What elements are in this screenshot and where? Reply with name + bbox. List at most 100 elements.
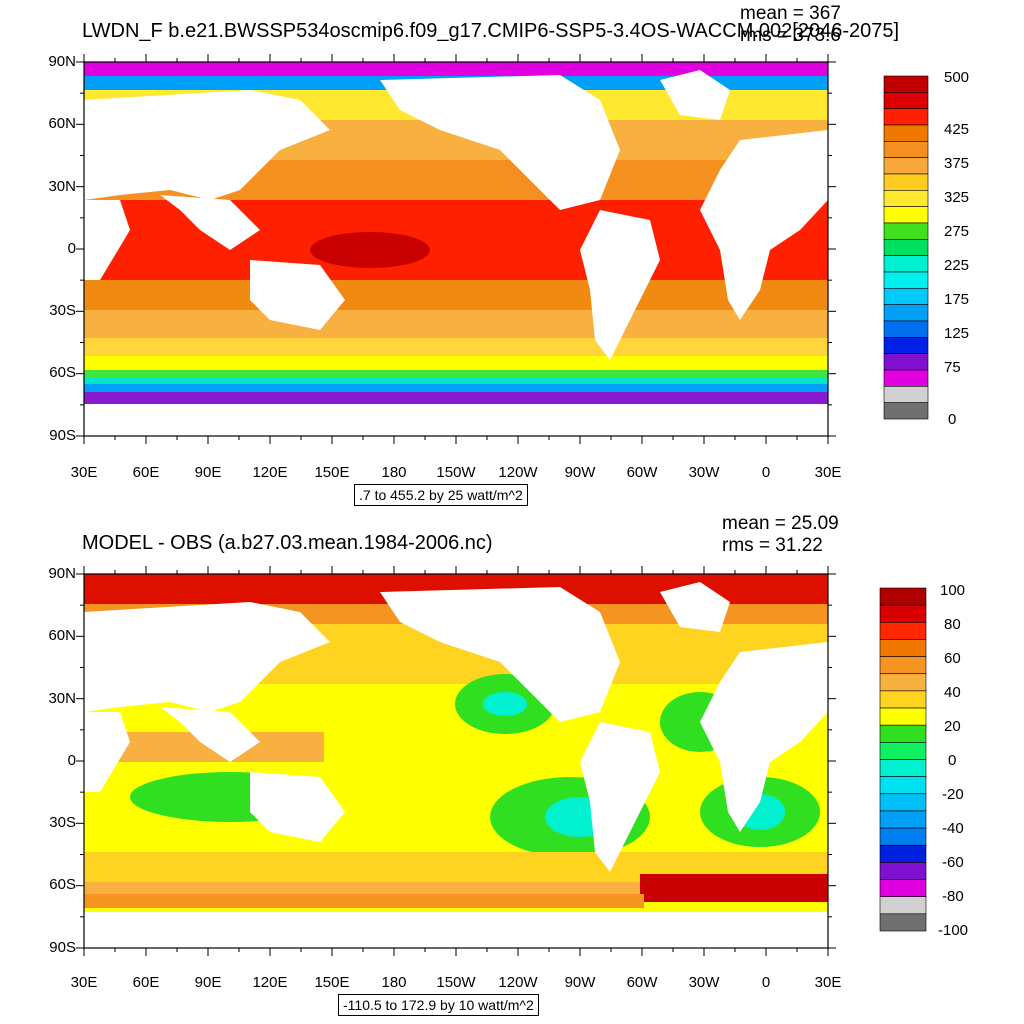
colorbar-swatch bbox=[879, 622, 927, 640]
lon-label: 180 bbox=[381, 464, 407, 481]
colorbar-label: 225 bbox=[944, 257, 970, 274]
colorbar-swatch bbox=[879, 639, 927, 657]
colorbar-swatch bbox=[883, 157, 929, 175]
colorbar bbox=[883, 75, 929, 420]
colorbar-swatch bbox=[879, 604, 927, 623]
colorbar-swatch bbox=[879, 862, 927, 880]
colorbar-swatch bbox=[883, 75, 929, 93]
colorbar-swatch bbox=[879, 810, 927, 829]
lat-label: 90S bbox=[49, 939, 76, 956]
colorbar bbox=[879, 587, 927, 932]
colorbar-swatch bbox=[879, 656, 927, 675]
lon-label: 120E bbox=[252, 974, 288, 991]
lat-label: 60S bbox=[49, 876, 76, 893]
colorbar-swatch bbox=[883, 255, 929, 273]
lat-label: 30N bbox=[48, 690, 76, 707]
colorbar-swatch bbox=[883, 402, 929, 420]
colorbar-swatch bbox=[879, 724, 927, 743]
lon-label: 150W bbox=[436, 974, 476, 991]
lon-label: 30W bbox=[688, 464, 720, 481]
colorbar-label: 375 bbox=[944, 155, 970, 172]
colorbar-swatch bbox=[883, 320, 929, 338]
colorbar-label: 0 bbox=[948, 752, 957, 769]
colorbar-swatch bbox=[879, 844, 927, 863]
colorbar-label: -60 bbox=[942, 854, 964, 871]
map-plot-top bbox=[76, 54, 929, 444]
map-title: LWDN_F b.e21.BWSSP534oscmip6.f09_g17.CMI… bbox=[82, 20, 900, 42]
map-plot-bottom bbox=[76, 566, 927, 956]
lon-label: 60W bbox=[626, 974, 658, 991]
colorbar-swatch bbox=[883, 190, 929, 207]
colorbar-label: -80 bbox=[942, 888, 964, 905]
lon-label: 0 bbox=[761, 974, 771, 991]
stat-mean: mean = 367 bbox=[740, 3, 841, 24]
lon-label: 180 bbox=[381, 974, 407, 991]
colorbar-swatch bbox=[879, 742, 927, 760]
lon-label: 90W bbox=[564, 974, 596, 991]
colorbar-swatch bbox=[883, 92, 929, 109]
colorbar-swatch bbox=[883, 108, 929, 126]
panel-top: mean = 367 rms = 373.6 LWDN_F b.e21.BWSS… bbox=[48, 3, 970, 506]
lon-label: 120W bbox=[498, 974, 538, 991]
colorbar-label: 75 bbox=[944, 359, 961, 376]
lon-label: 150W bbox=[436, 464, 476, 481]
colorbar-label: 60 bbox=[944, 650, 961, 667]
lat-label: 30N bbox=[48, 178, 76, 195]
lon-label: 150E bbox=[314, 974, 350, 991]
colorbar-swatch bbox=[883, 271, 929, 289]
lat-label: 60S bbox=[49, 364, 76, 381]
colorbar-swatch bbox=[883, 206, 929, 224]
colorbar-label: -40 bbox=[942, 820, 964, 837]
contour-info-box: .7 to 455.2 by 25 watt/m^2 bbox=[354, 484, 528, 506]
colorbar-swatch bbox=[879, 707, 927, 726]
colorbar-label: 0 bbox=[948, 411, 957, 428]
colorbar-swatch bbox=[879, 673, 927, 692]
stat-mean: mean = 25.09 bbox=[722, 513, 839, 534]
colorbar-label: 20 bbox=[944, 718, 961, 735]
colorbar-swatch bbox=[879, 896, 927, 915]
lon-label: 30E bbox=[814, 974, 842, 991]
lat-label: 30S bbox=[49, 814, 76, 831]
colorbar-label: 100 bbox=[940, 582, 966, 599]
colorbar-swatch bbox=[879, 827, 927, 846]
lon-label: 150E bbox=[314, 464, 350, 481]
lon-label: 90E bbox=[194, 974, 222, 991]
lat-label: 90S bbox=[49, 427, 76, 444]
lon-label: 60W bbox=[626, 464, 658, 481]
lon-label: 60E bbox=[132, 974, 160, 991]
colorbar-swatch bbox=[883, 173, 929, 191]
panel-bottom: mean = 25.09 rms = 31.22 MODEL - OBS (a.… bbox=[0, 512, 1024, 1024]
colorbar-swatch bbox=[883, 239, 929, 256]
colorbar-label: 275 bbox=[944, 223, 970, 240]
stat-rms: rms = 31.22 bbox=[722, 535, 823, 556]
colorbar-swatch bbox=[883, 369, 929, 387]
colorbar-swatch bbox=[883, 386, 929, 403]
colorbar-swatch bbox=[879, 690, 927, 709]
colorbar-label: 500 bbox=[944, 69, 970, 86]
colorbar-swatch bbox=[883, 124, 929, 142]
lon-label: 30E bbox=[70, 974, 98, 991]
colorbar-swatch bbox=[883, 141, 929, 158]
lat-label: 0 bbox=[67, 240, 76, 257]
colorbar-label: 40 bbox=[944, 684, 961, 701]
lon-label: 90W bbox=[564, 464, 596, 481]
land bbox=[84, 582, 828, 948]
lon-label: 120W bbox=[498, 464, 538, 481]
lon-label: 0 bbox=[761, 464, 771, 481]
colorbar-label: 175 bbox=[944, 291, 970, 308]
map-title: MODEL - OBS (a.b27.03.mean.1984-2006.nc) bbox=[82, 532, 493, 554]
lat-label: 60N bbox=[48, 115, 76, 132]
colorbar-swatch bbox=[879, 913, 927, 932]
lon-label: 30E bbox=[814, 464, 842, 481]
lat-label: 60N bbox=[48, 627, 76, 644]
land bbox=[84, 70, 828, 436]
colorbar-swatch bbox=[879, 759, 927, 777]
colorbar-swatch bbox=[879, 793, 927, 812]
lon-label: 90E bbox=[194, 464, 222, 481]
colorbar-swatch bbox=[879, 587, 927, 606]
lon-label: 30E bbox=[70, 464, 98, 481]
colorbar-swatch bbox=[879, 776, 927, 795]
colorbar-swatch bbox=[883, 222, 929, 240]
colorbar-label: 425 bbox=[944, 121, 970, 138]
colorbar-swatch bbox=[879, 879, 927, 897]
